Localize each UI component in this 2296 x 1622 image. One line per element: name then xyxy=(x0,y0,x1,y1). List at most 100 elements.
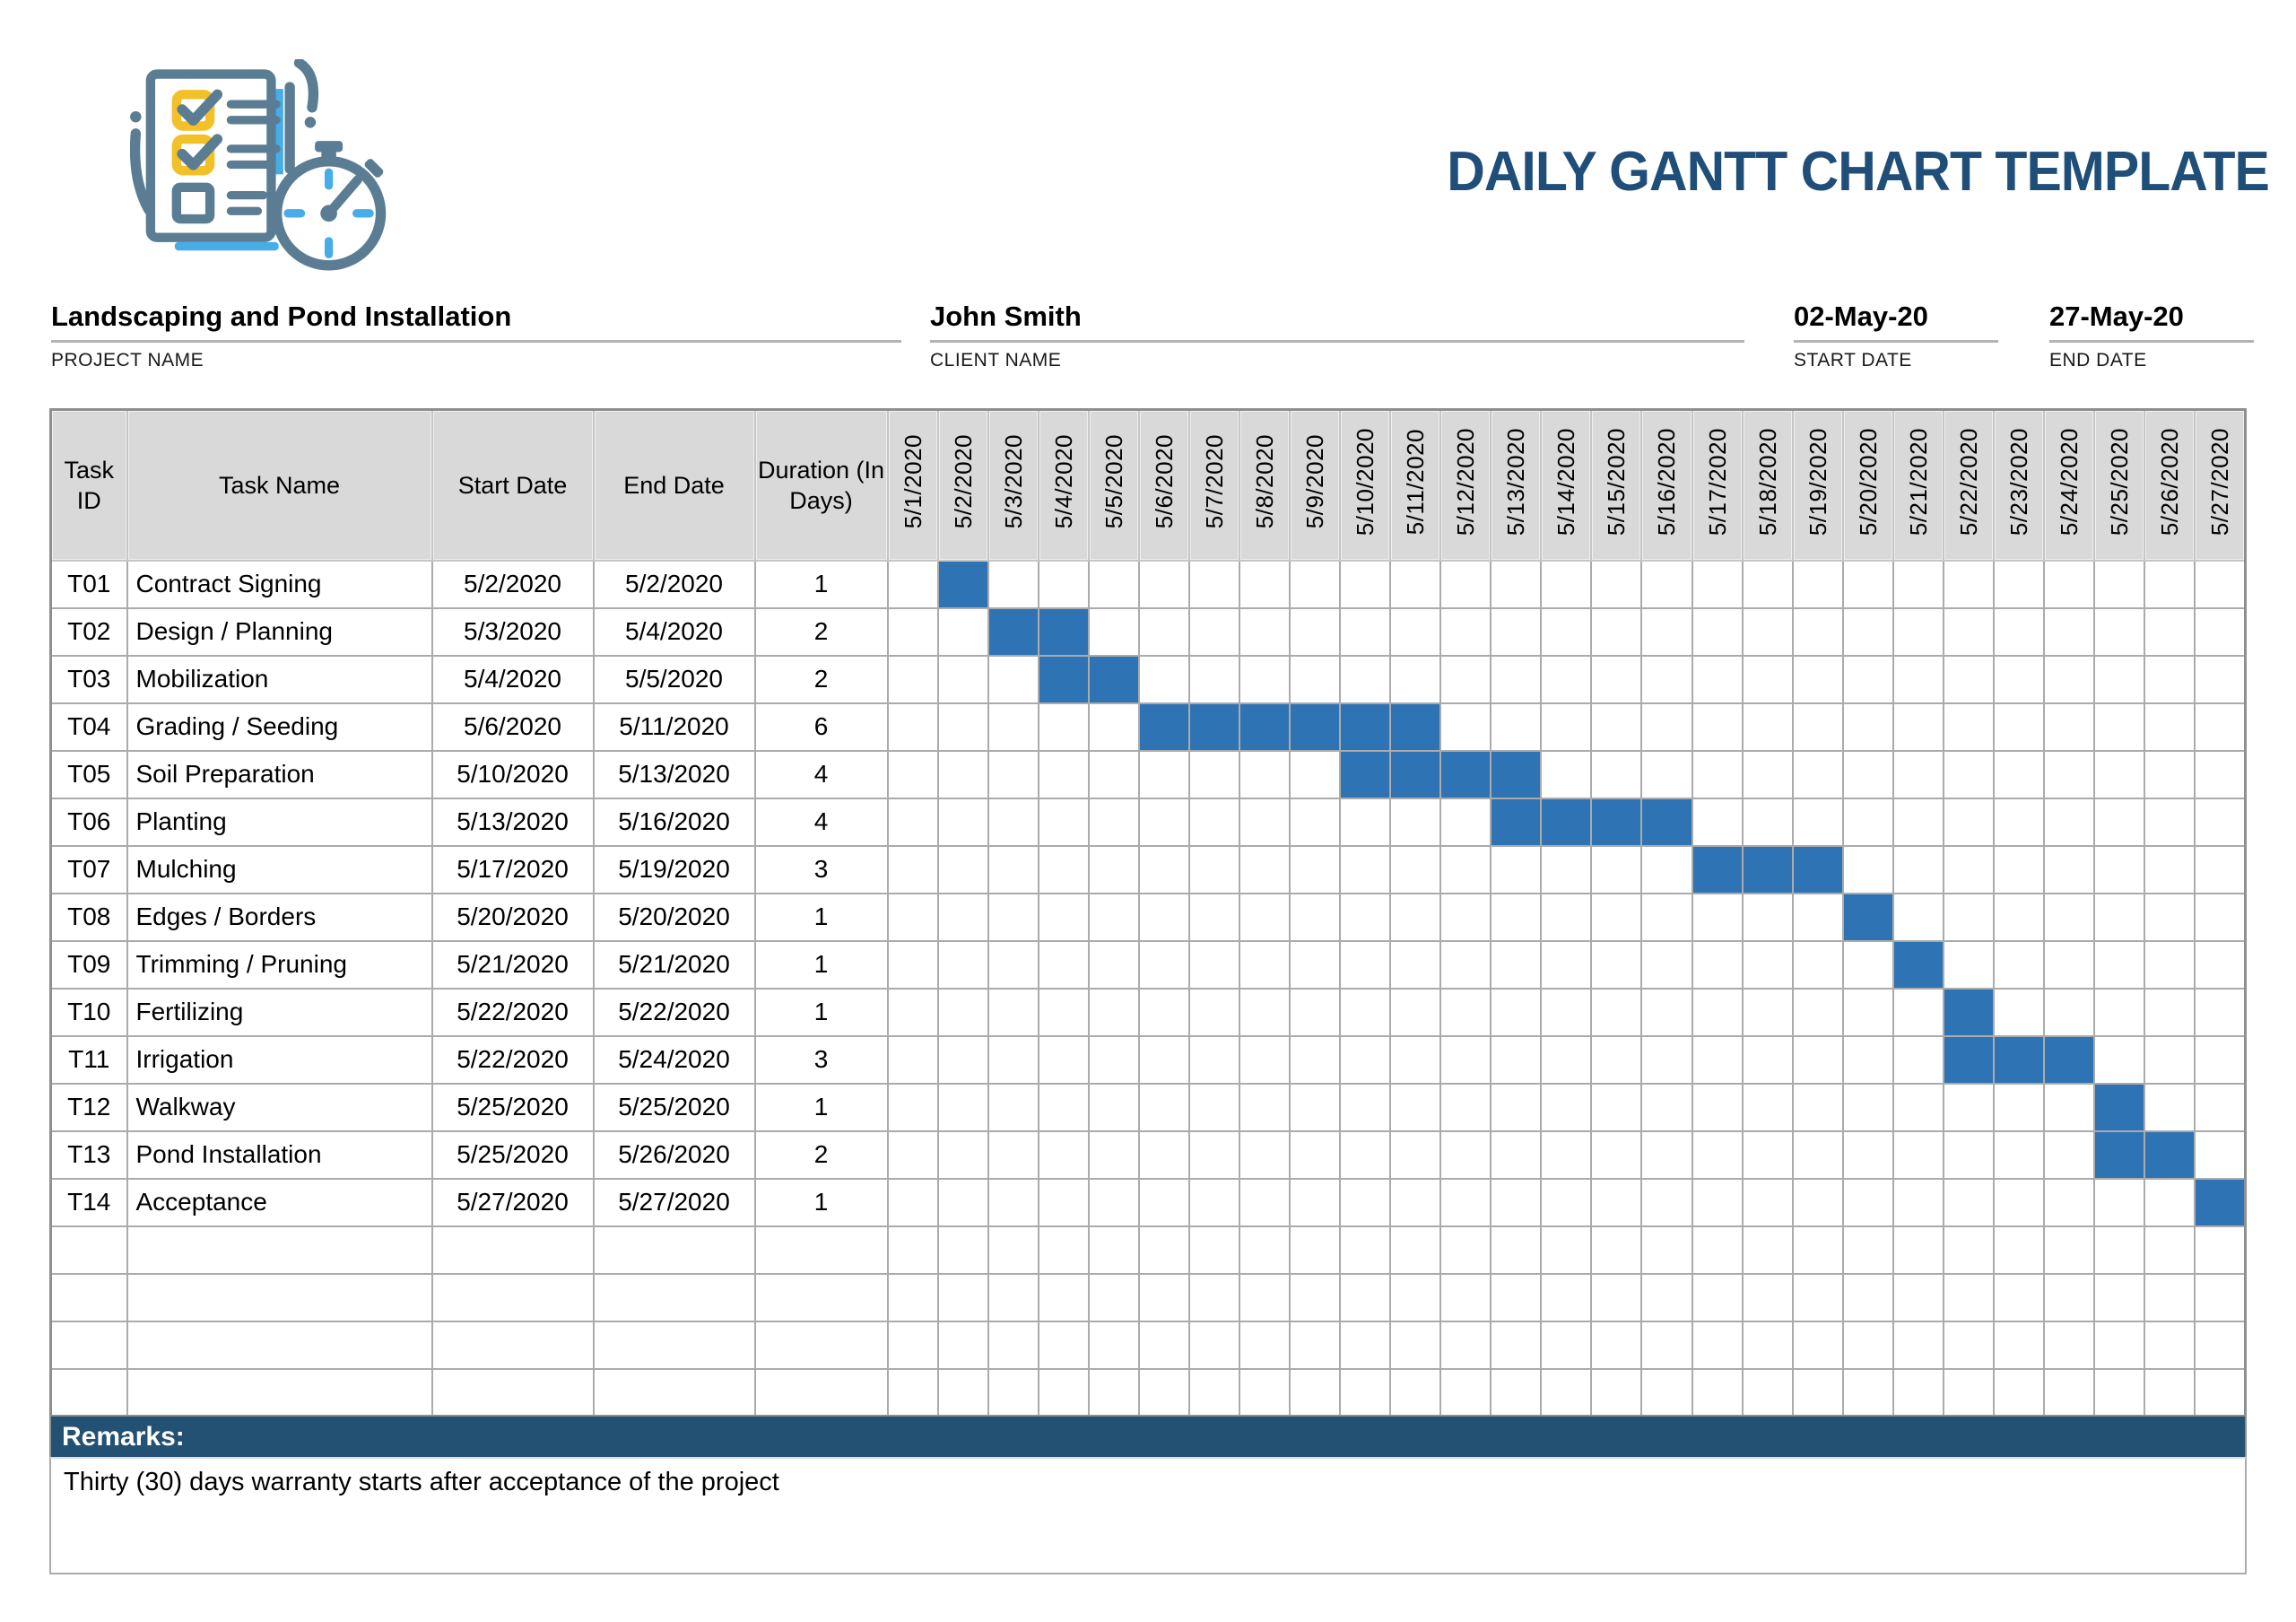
gantt-cell xyxy=(1540,1225,1593,1275)
gantt-cell xyxy=(886,1034,939,1085)
gantt-cell xyxy=(886,844,939,894)
task-name-cell: Irrigation xyxy=(126,1034,433,1085)
gantt-cell xyxy=(1238,1367,1292,1417)
gantt-cell xyxy=(1238,1034,1292,1085)
gantt-cell xyxy=(1238,654,1292,704)
gantt-cell xyxy=(1389,844,1442,894)
task-end-cell: 5/19/2020 xyxy=(592,844,756,894)
gantt-cell xyxy=(1892,654,1944,704)
column-header-duration-in-days: Duration (In Days) xyxy=(753,408,889,562)
gantt-cell xyxy=(1439,1225,1492,1275)
date-column-header: 5/10/2020 xyxy=(1339,408,1392,562)
gantt-cell xyxy=(1187,1320,1240,1370)
gantt-cell xyxy=(1087,1129,1140,1180)
gantt-cell xyxy=(1892,1129,1944,1180)
date-column-header: 5/19/2020 xyxy=(1791,408,1844,562)
gantt-cell xyxy=(987,1225,1039,1275)
gantt-cell xyxy=(1187,606,1240,657)
gantt-cell xyxy=(1942,1129,1995,1180)
end-date-block: 27-May-20 END DATE xyxy=(2049,301,2254,371)
date-column-label: 5/13/2020 xyxy=(1502,427,1530,536)
date-column-header: 5/11/2020 xyxy=(1389,408,1442,562)
gantt-cell xyxy=(1187,1177,1240,1227)
date-column-header: 5/18/2020 xyxy=(1741,408,1794,562)
gantt-cell xyxy=(1892,559,1944,609)
date-column-header: 5/12/2020 xyxy=(1439,408,1492,562)
gantt-cell xyxy=(1439,1367,1492,1417)
gantt-cell xyxy=(1238,939,1292,990)
gantt-cell xyxy=(987,987,1039,1037)
gantt-cell xyxy=(1942,1272,1995,1322)
task-row: T09 Trimming / Pruning 5/21/2020 5/21/2020 1 xyxy=(49,939,2247,990)
gantt-cell xyxy=(1137,797,1190,847)
gantt-cell xyxy=(1238,797,1292,847)
client-name-block: John Smith CLIENT NAME xyxy=(930,301,1744,371)
task-end-cell: 5/5/2020 xyxy=(592,654,756,704)
gantt-cell xyxy=(1389,1129,1442,1180)
gantt-cell xyxy=(1992,1272,2045,1322)
gantt-cell xyxy=(936,844,989,894)
checkbox-checked-icon xyxy=(171,89,223,131)
gantt-cell xyxy=(2144,939,2196,990)
gantt-cell xyxy=(2042,1272,2096,1322)
gantt-cell xyxy=(936,797,989,847)
task-start-cell: 5/20/2020 xyxy=(430,892,595,942)
gantt-cell xyxy=(2194,559,2247,609)
gantt-cell xyxy=(1087,797,1140,847)
date-column-label: 5/27/2020 xyxy=(2206,427,2234,536)
gantt-cell xyxy=(2092,987,2146,1037)
end-date-value: 27-May-20 xyxy=(2049,301,2254,343)
gantt-cell xyxy=(987,1177,1039,1227)
gantt-cell xyxy=(1841,654,1894,704)
date-column-header: 5/1/2020 xyxy=(886,408,939,562)
gantt-cell xyxy=(1590,749,1643,799)
gantt-cell xyxy=(1540,1177,1593,1227)
task-name-cell: Edges / Borders xyxy=(126,892,433,942)
gantt-cell xyxy=(987,1082,1039,1132)
gantt-cell xyxy=(1439,1177,1492,1227)
gantt-cell xyxy=(1187,559,1240,609)
gantt-cell xyxy=(2144,1320,2196,1370)
gantt-cell xyxy=(2092,1320,2146,1370)
task-dur-cell xyxy=(753,1367,889,1417)
gantt-cell xyxy=(1691,749,1744,799)
gantt-cell xyxy=(2092,844,2146,894)
gantt-cell xyxy=(1439,987,1492,1037)
task-dur-cell: 1 xyxy=(753,987,889,1037)
gantt-bar-cell xyxy=(1892,939,1944,990)
gantt-cell xyxy=(1238,1320,1292,1370)
task-start-cell xyxy=(430,1320,595,1370)
gantt-cell xyxy=(1640,1129,1693,1180)
gantt-cell xyxy=(1942,1177,1995,1227)
gantt-cell xyxy=(1691,1272,1744,1322)
gantt-cell xyxy=(1339,844,1392,894)
gantt-cell xyxy=(987,892,1039,942)
gantt-cell xyxy=(1590,606,1643,657)
list-line xyxy=(226,160,275,170)
task-start-cell: 5/22/2020 xyxy=(430,987,595,1037)
remarks-header: Remarks: xyxy=(49,1415,2247,1457)
gantt-cell xyxy=(1640,844,1693,894)
task-dur-cell xyxy=(753,1225,889,1275)
gantt-cell xyxy=(1339,1034,1392,1085)
gantt-cell xyxy=(1942,797,1995,847)
gantt-cell xyxy=(1339,606,1392,657)
task-name-cell: Contract Signing xyxy=(126,559,433,609)
date-column-header: 5/9/2020 xyxy=(1288,408,1342,562)
gantt-cell xyxy=(1992,1082,2045,1132)
gantt-cell xyxy=(1942,702,1995,752)
gantt-cell xyxy=(2042,749,2096,799)
task-id-cell: T01 xyxy=(49,559,128,609)
gantt-cell xyxy=(1339,1129,1392,1180)
gantt-cell xyxy=(1791,606,1844,657)
gantt-cell xyxy=(1590,1034,1643,1085)
gantt-cell xyxy=(2092,1225,2146,1275)
gantt-cell xyxy=(886,1082,939,1132)
gantt-bar-cell xyxy=(1942,1034,1995,1085)
gantt-cell xyxy=(1791,939,1844,990)
gantt-cell xyxy=(886,1129,939,1180)
task-id-cell xyxy=(49,1367,128,1417)
column-header-start-date: Start Date xyxy=(430,408,595,562)
end-date-label: END DATE xyxy=(2049,350,2147,371)
gantt-cell xyxy=(1691,797,1744,847)
